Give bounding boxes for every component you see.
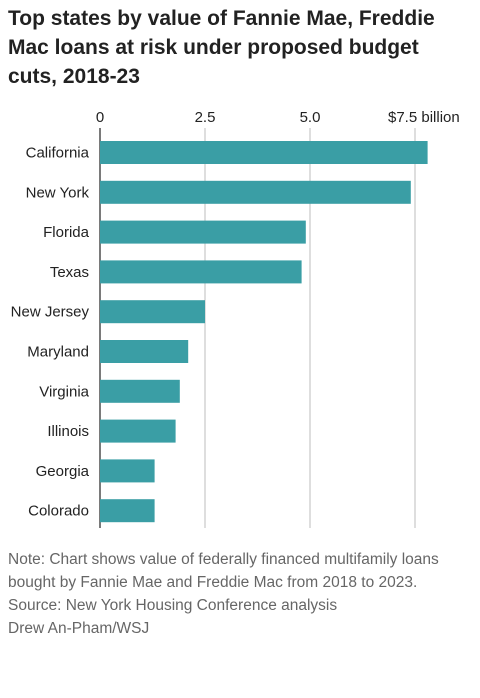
bar-chart: 0 2.5 5.0 $7.5 billion California New York Flo…	[11, 109, 460, 528]
category-label: Illinois	[47, 423, 89, 440]
category-label: Virginia	[39, 383, 89, 400]
bar	[100, 300, 205, 324]
category-label: California	[26, 145, 90, 162]
bar	[100, 220, 306, 244]
x-tick-label: 2.5	[195, 109, 216, 126]
category-label: Florida	[43, 224, 90, 241]
category-label: New York	[26, 184, 90, 201]
x-tick-label: $7.5 billion	[388, 109, 460, 126]
category-label: Georgia	[36, 463, 90, 480]
bar	[100, 340, 189, 363]
x-tick-label: 5.0	[300, 109, 321, 126]
chart-title: Top states by value of Fannie Mae, Fredd…	[8, 7, 435, 88]
bar	[100, 141, 428, 164]
bar	[100, 419, 176, 443]
bar	[100, 379, 180, 403]
x-tick-label: 0	[96, 109, 104, 126]
chart-note: Note: Chart shows value of federally fin…	[8, 551, 439, 591]
bar	[100, 180, 411, 204]
bar	[100, 459, 155, 483]
category-label: Maryland	[27, 344, 89, 361]
chart-credit: Drew An-Pham/WSJ	[8, 620, 150, 637]
bar	[100, 260, 302, 284]
category-label: New Jersey	[11, 304, 90, 321]
chart-source: Source: New York Housing Conference anal…	[8, 597, 338, 614]
category-label: Colorado	[28, 503, 89, 520]
category-label: Texas	[50, 264, 89, 281]
bar	[100, 499, 155, 523]
chart-notes: Note: Chart shows value of federally fin…	[8, 548, 472, 640]
